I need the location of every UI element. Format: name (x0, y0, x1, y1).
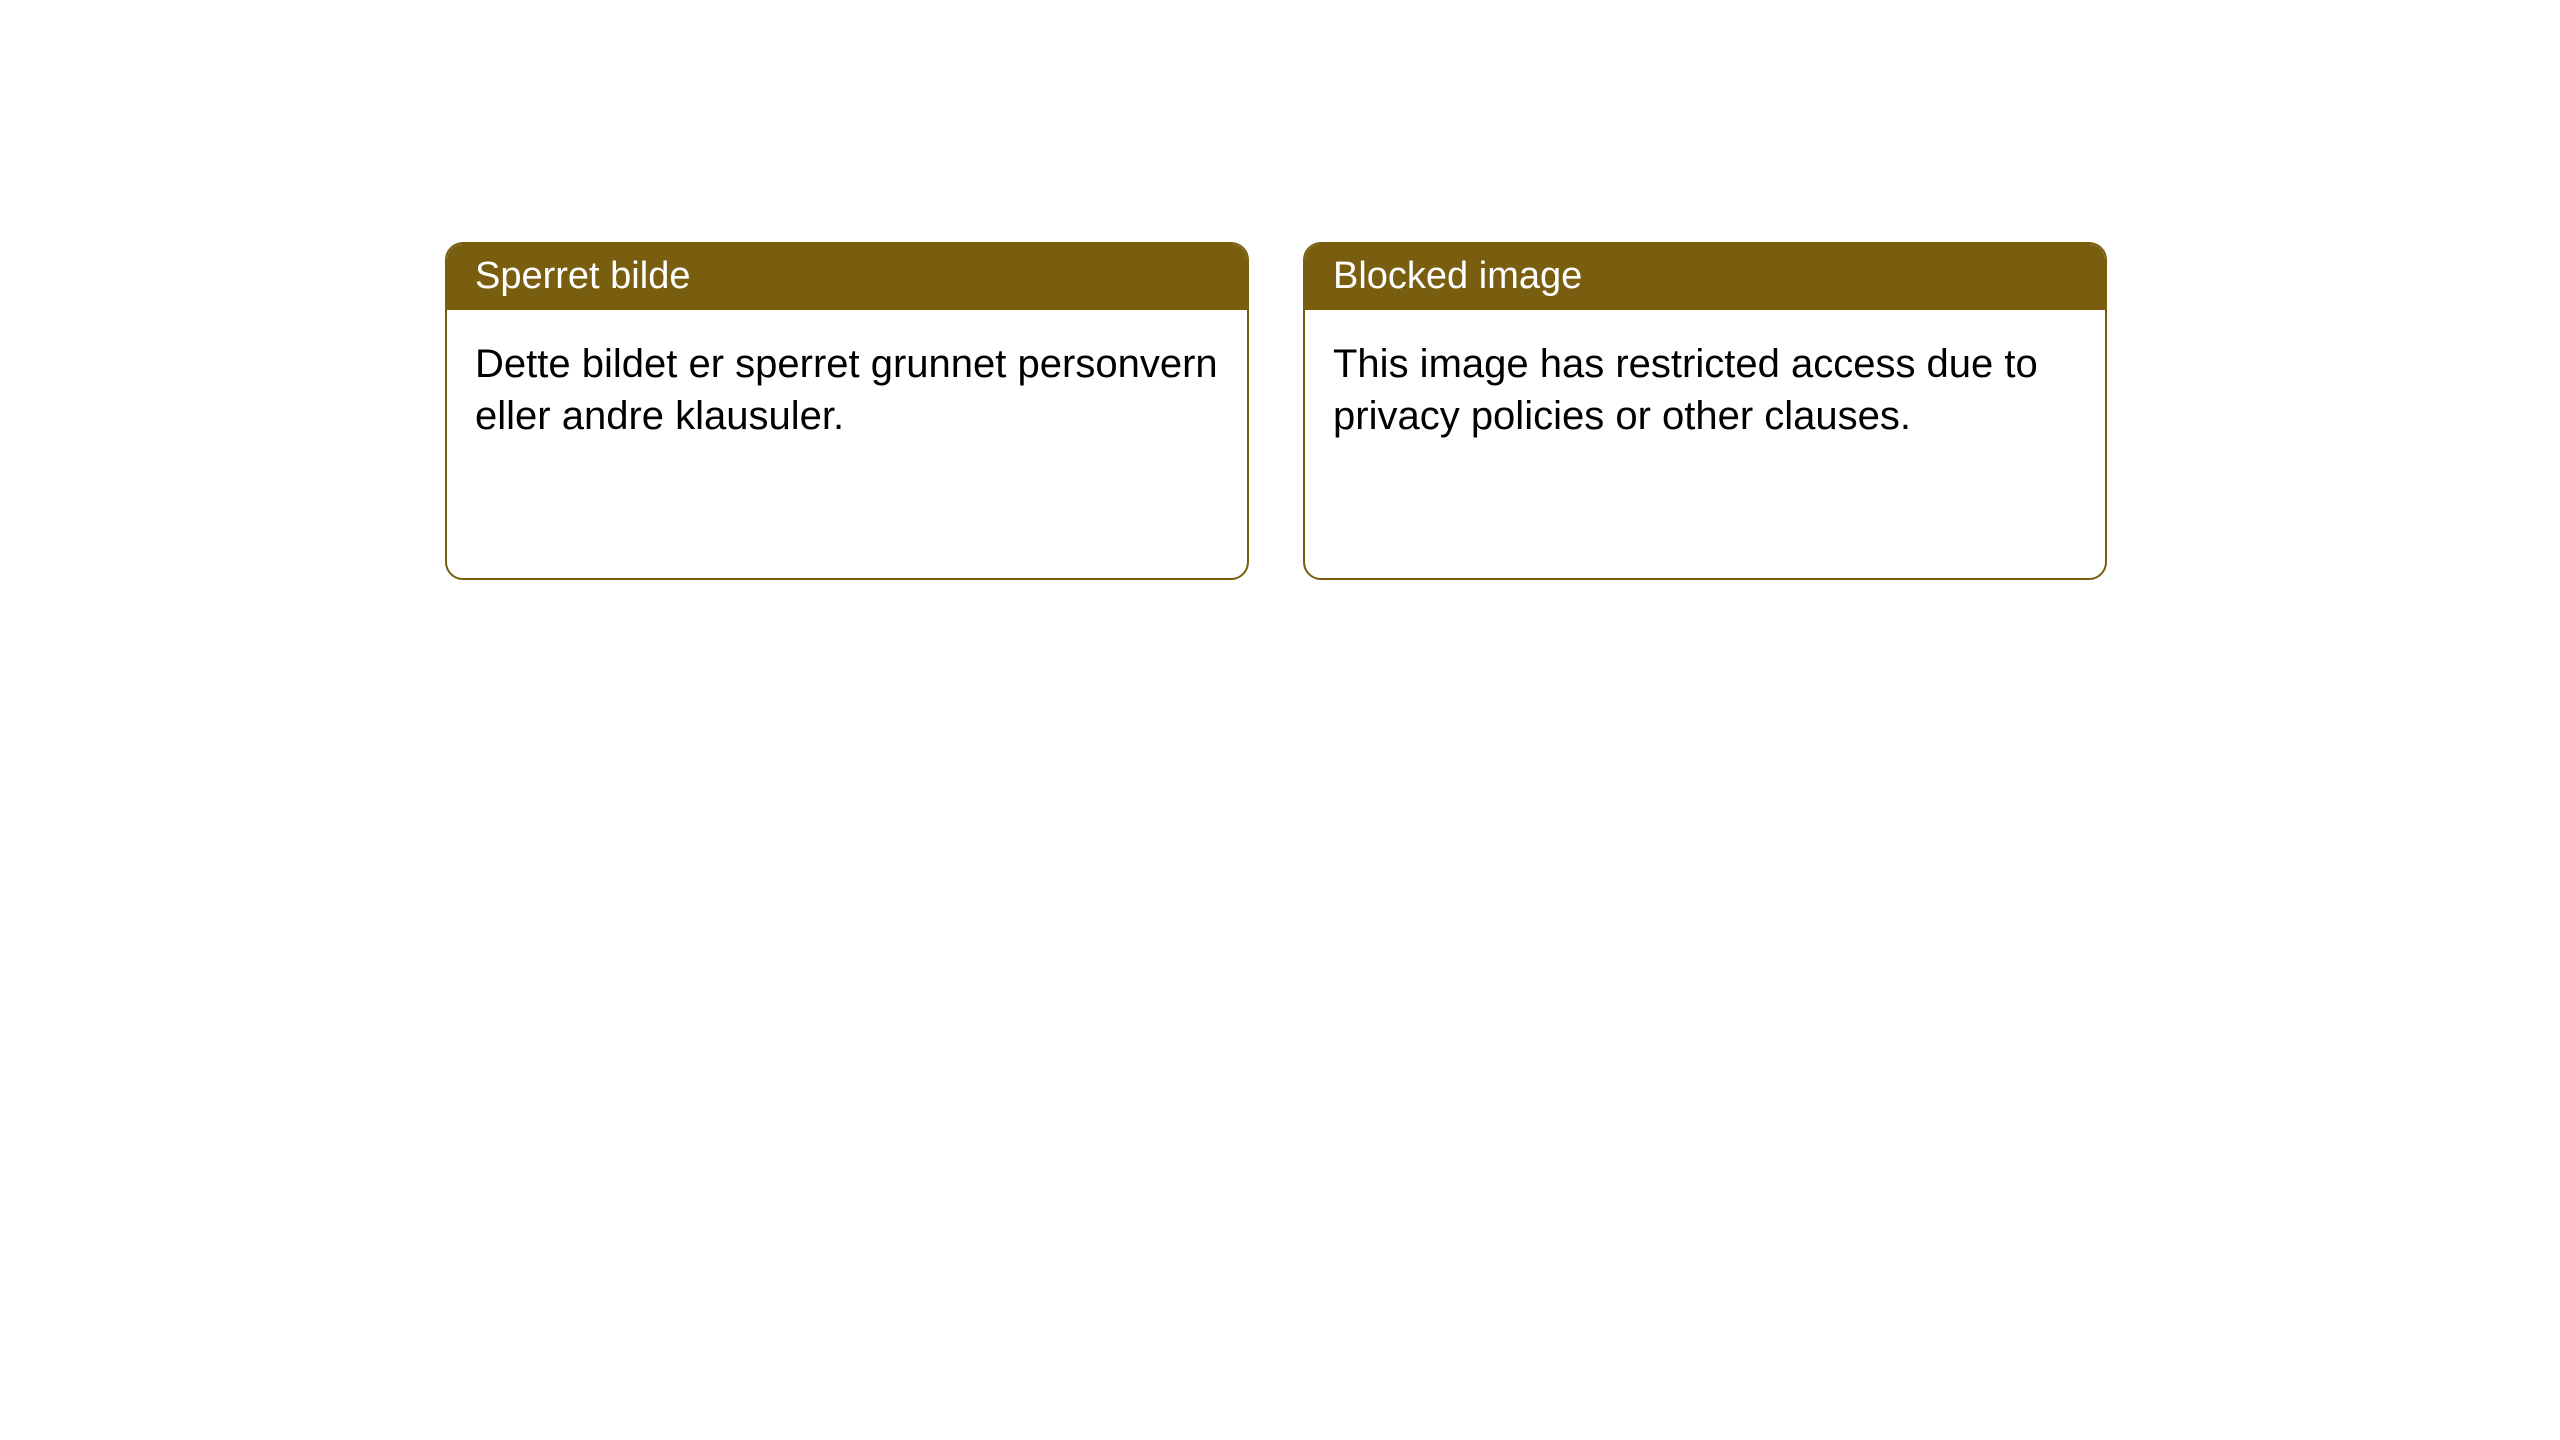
notice-body-english: This image has restricted access due to … (1305, 310, 2105, 470)
notice-header-norwegian: Sperret bilde (447, 244, 1247, 310)
notice-header-english: Blocked image (1305, 244, 2105, 310)
notice-body-norwegian: Dette bildet er sperret grunnet personve… (447, 310, 1247, 470)
notice-title-english: Blocked image (1333, 255, 1582, 297)
notice-card-english: Blocked image This image has restricted … (1303, 242, 2107, 580)
notice-title-norwegian: Sperret bilde (475, 255, 690, 297)
notice-card-norwegian: Sperret bilde Dette bildet er sperret gr… (445, 242, 1249, 580)
notice-container: Sperret bilde Dette bildet er sperret gr… (445, 242, 2107, 580)
notice-text-english: This image has restricted access due to … (1333, 342, 2038, 438)
notice-text-norwegian: Dette bildet er sperret grunnet personve… (475, 342, 1218, 438)
